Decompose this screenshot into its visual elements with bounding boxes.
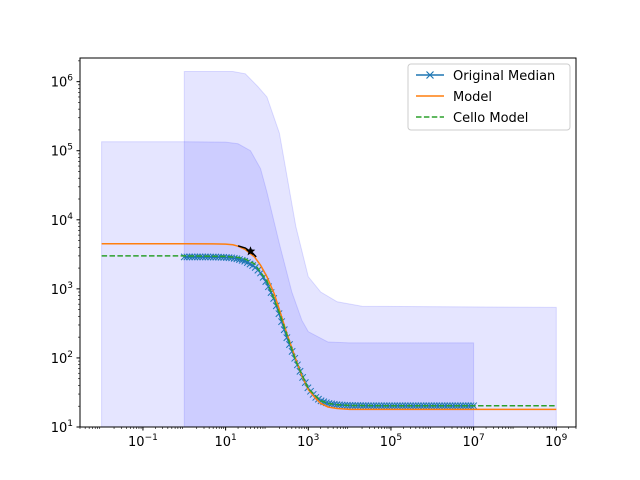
y-tick-label: 102 [51,350,73,367]
x-tick-label: 105 [380,433,402,450]
legend: Original Median Model Cello Model [407,63,571,131]
x-tick-label: 107 [462,433,484,450]
y-tick-label: 105 [51,143,73,160]
y-tick-label: 101 [51,419,73,436]
y-axis-ticks: 101 102 103 104 105 106 [51,60,80,436]
x-tick-label: 109 [545,433,568,450]
legend-marker-original-median [426,71,434,79]
uncertainty-bands [101,71,557,427]
x-tick-label: 10−1 [128,433,158,450]
marker-original-median [180,253,188,261]
x-axis-ticks: 10−1 101 103 105 107 109 [79,427,577,450]
legend-label-model: Model [453,90,492,105]
y-tick-label: 103 [51,281,73,298]
data-series [101,242,557,411]
legend-label-original-median: Original Median [453,69,555,84]
legend-label-cello-model: Cello Model [453,111,528,126]
y-tick-label: 104 [51,212,74,229]
uncertainty-band-2 [183,71,557,427]
annotation-star [245,246,256,256]
x-tick-label: 101 [214,433,236,450]
annotations [237,245,257,258]
y-tick-label: 106 [51,74,74,91]
uncertainty-band-1 [101,141,475,427]
series-line-cello-model [101,255,557,407]
x-tick-label: 103 [297,433,319,450]
legend-box [407,63,571,131]
